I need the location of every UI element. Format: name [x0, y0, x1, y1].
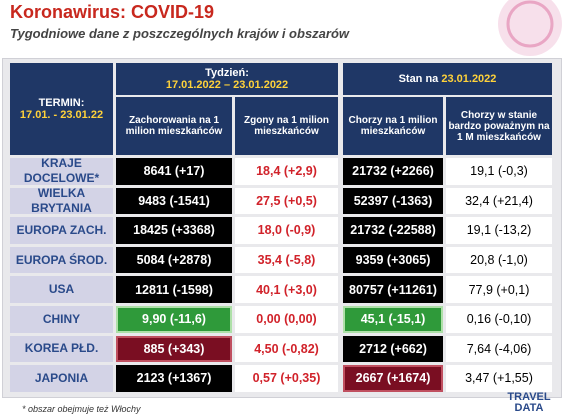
cell: 2667 (+1674): [343, 365, 443, 392]
week-header: Tydzień: 17.01.2022 – 23.01.2022: [116, 63, 338, 95]
cell: 18,4 (+2,9): [235, 158, 338, 185]
termin-header: TERMIN: 17.01. - 23.01.22: [10, 63, 113, 155]
logo-top: TRAVEL: [507, 391, 551, 403]
cell: 5084 (+2878): [116, 246, 232, 274]
week-dates: 17.01.2022 – 23.01.2022: [165, 79, 289, 91]
cell: 18425 (+3368): [116, 217, 232, 244]
cell: 0,16 (-0,10): [446, 306, 552, 333]
cell: 2712 (+662): [343, 335, 443, 363]
cell: 9483 (-1541): [116, 187, 232, 215]
row-label: CHINY: [10, 306, 113, 333]
cell: 9,90 (-11,6): [116, 306, 232, 333]
cell: 9359 (+3065): [343, 246, 443, 274]
logo: TRAVEL DATA: [498, 392, 560, 414]
row-label: EUROPA ZACH.: [10, 217, 113, 244]
cell: 0,00 (0,00): [235, 306, 338, 333]
cell: 32,4 (+21,4): [446, 187, 552, 215]
row-label: WIELKA BRYTANIA: [10, 186, 113, 215]
state-header: Stan na 23.01.2022: [343, 63, 552, 95]
cell: 35,4 (-5,8): [235, 246, 338, 274]
row-label: EUROPA ŚROD.: [10, 246, 113, 274]
cell: 19,1 (-13,2): [446, 217, 552, 244]
column-header: Zachorowania na 1 milion mieszkańców: [116, 97, 232, 155]
cell: 12811 (-1598): [116, 276, 232, 303]
column-header: Chorzy na 1 milion mieszkańców: [343, 97, 443, 155]
cell: 21732 (-22588): [343, 217, 443, 244]
cell: 2123 (+1367): [116, 365, 232, 392]
cell: 77,9 (+0,1): [446, 276, 552, 303]
cell: 52397 (-1363): [343, 187, 443, 215]
cell: 4,50 (-0,82): [235, 335, 338, 363]
cell: 0,57 (+0,35): [235, 365, 338, 392]
cell: 27,5 (+0,5): [235, 187, 338, 215]
state-date: 23.01.2022: [441, 73, 497, 85]
footnote: * obszar obejmuje też Włochy: [22, 404, 141, 414]
column-header: Chorzy w stanie bardzo poważnym na 1 M m…: [446, 97, 552, 155]
column-header: Zgony na 1 milion mieszkańców: [235, 97, 338, 155]
logo-bottom: DATA: [514, 402, 544, 414]
cell: 40,1 (+3,0): [235, 276, 338, 303]
logo-globe: [498, 0, 562, 56]
cell: 8641 (+17): [116, 158, 232, 185]
cell: 45,1 (-15,1): [343, 306, 443, 333]
cell: 80757 (+11261): [343, 276, 443, 303]
subtitle: Tygodniowe dane z poszczególnych krajów …: [10, 26, 350, 41]
cell: 7,64 (-4,06): [446, 335, 552, 363]
title: Koronawirus: COVID-19: [10, 2, 215, 22]
termin-label: TERMIN:: [38, 97, 85, 109]
cell: 885 (+343): [116, 335, 232, 363]
cell: 19,1 (-0,3): [446, 158, 552, 185]
row-label: USA: [10, 276, 113, 303]
cell: 20,8 (-1,0): [446, 246, 552, 274]
cell: 18,0 (-0,9): [235, 217, 338, 244]
cell: 3,47 (+1,55): [446, 365, 552, 392]
state-label: Stan na: [398, 73, 439, 85]
cell: 21732 (+2266): [343, 158, 443, 185]
row-label: KOREA PŁD.: [10, 335, 113, 363]
row-label: KRAJE DOCELOWE*: [10, 156, 113, 185]
termin-dates: 17.01. - 23.01.22: [19, 109, 104, 121]
week-label: Tydzień:: [205, 67, 249, 79]
row-label: JAPONIA: [10, 365, 113, 392]
